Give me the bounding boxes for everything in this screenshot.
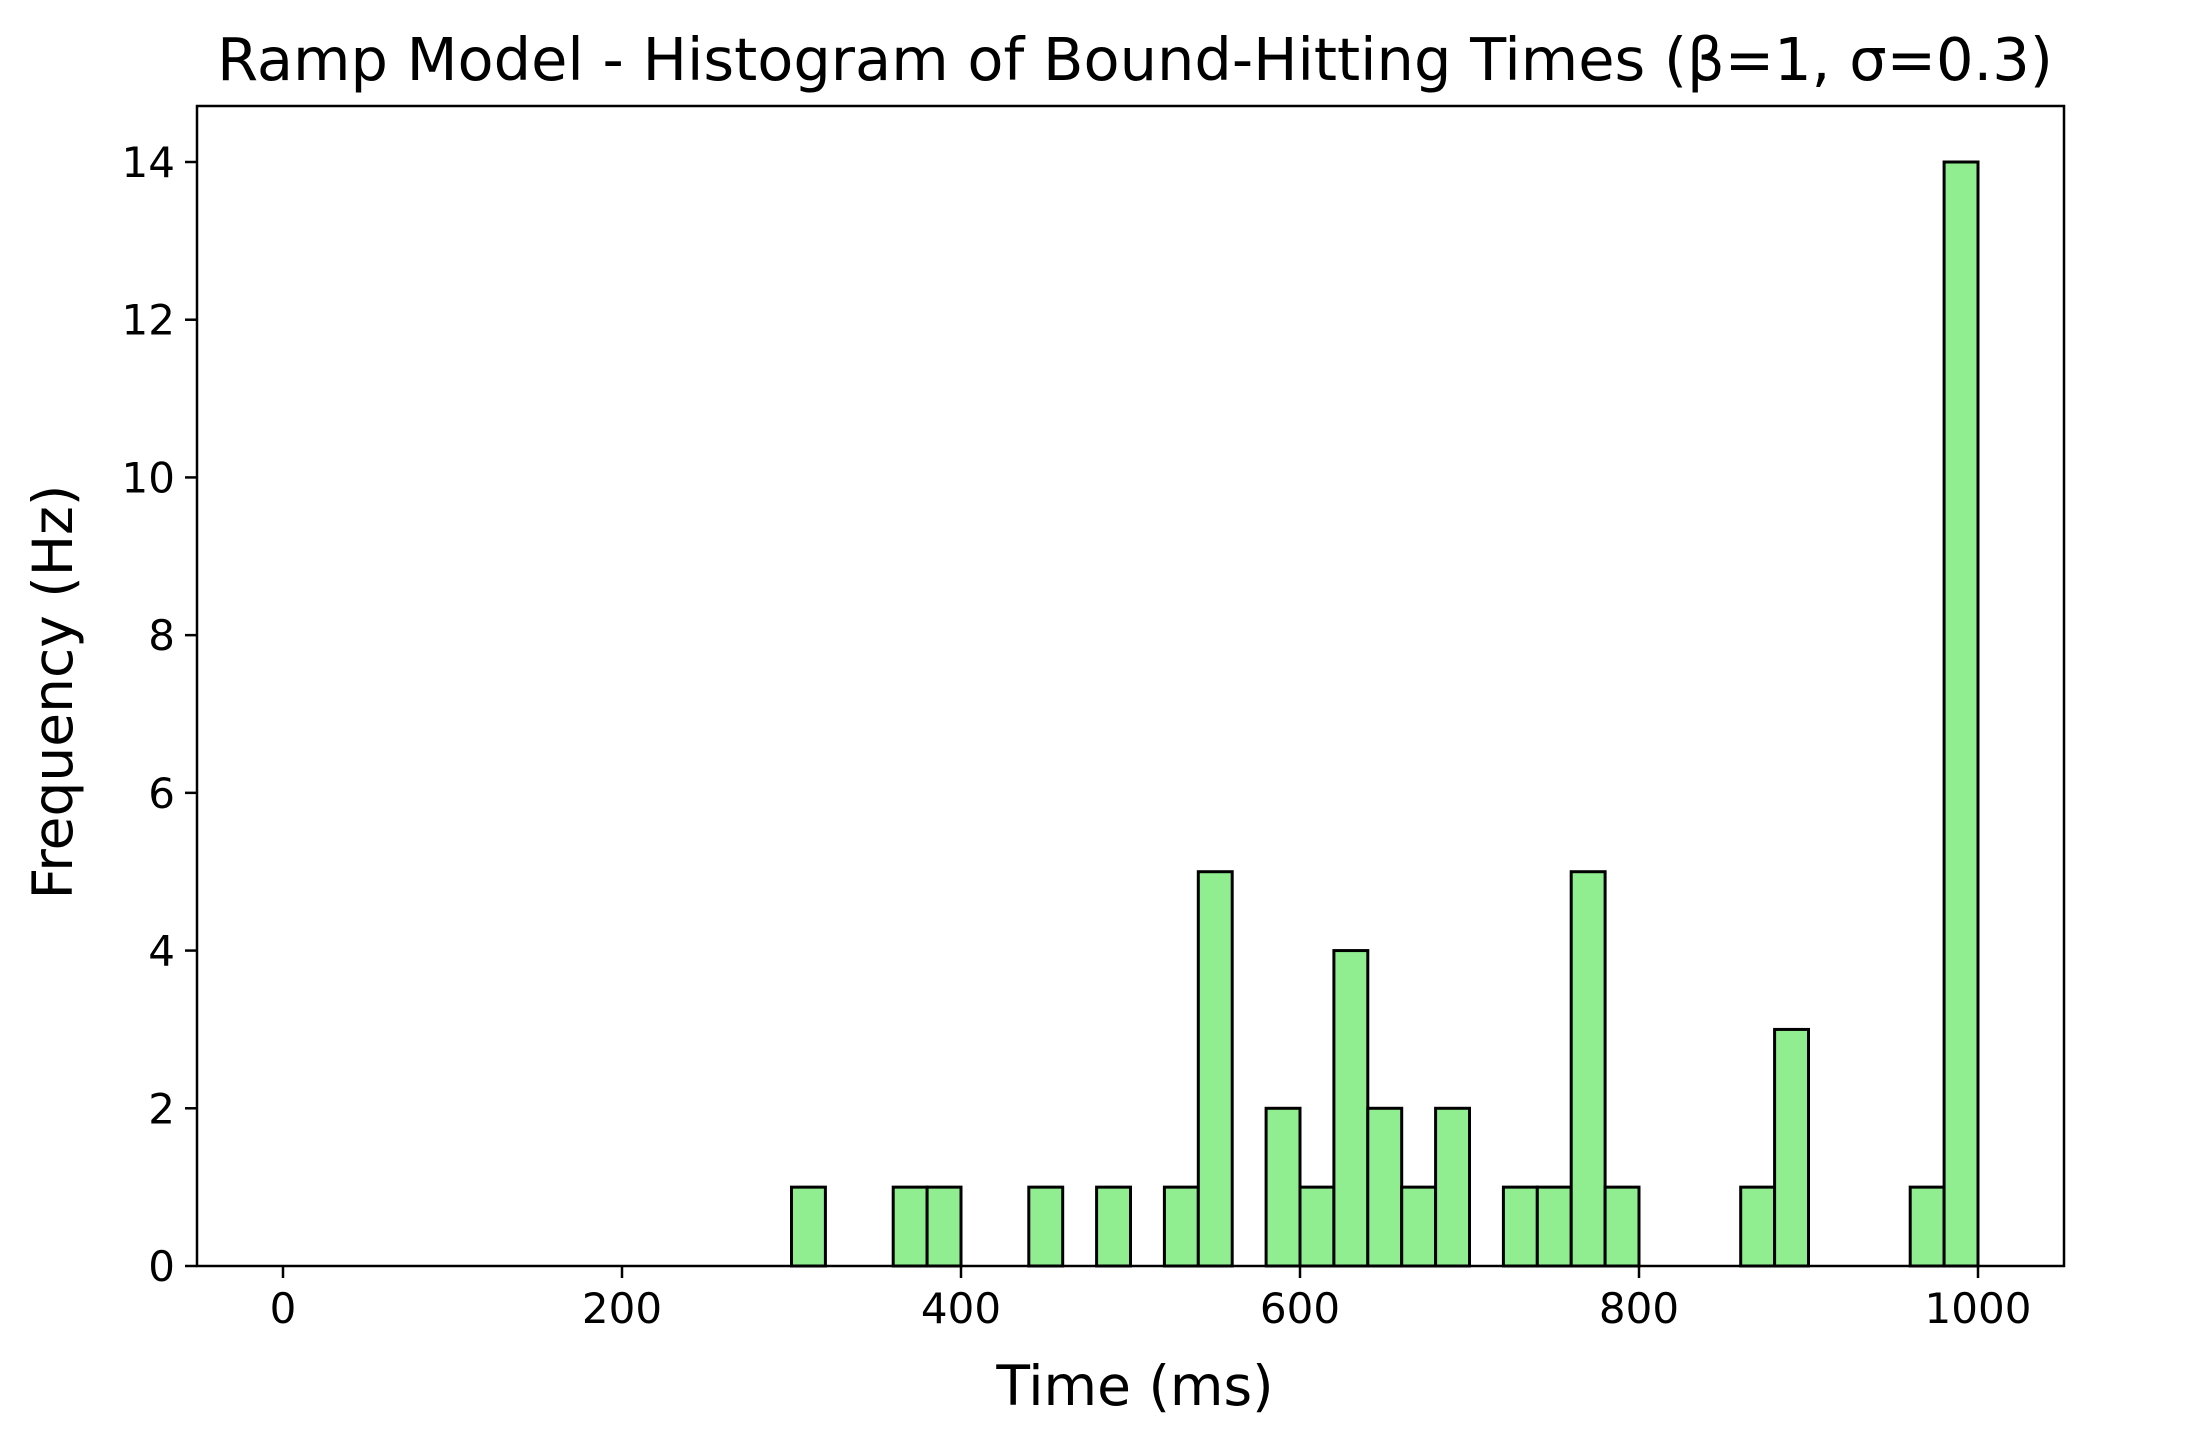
x-tick-label: 200	[582, 1284, 662, 1333]
histogram-bar	[1366, 1106, 1404, 1268]
histogram-bar	[1501, 1185, 1539, 1268]
histogram-bar	[1332, 949, 1370, 1268]
y-tick-label: 10	[122, 453, 175, 502]
histogram-bar	[1196, 870, 1234, 1268]
y-tick-label: 14	[122, 138, 175, 187]
histogram-bar	[1264, 1106, 1302, 1268]
chart-title: Ramp Model - Histogram of Bound-Hitting …	[217, 25, 2053, 94]
histogram-bar	[1095, 1185, 1132, 1268]
histogram-bar	[1535, 1185, 1573, 1268]
histogram-bar	[1773, 1027, 1810, 1268]
histogram-bar	[1603, 1185, 1641, 1268]
x-axis-label: Time (ms)	[995, 1354, 1273, 1418]
x-tick-label: 800	[1599, 1284, 1679, 1333]
histogram-bar	[1908, 1185, 1946, 1268]
y-tick-label: 12	[122, 296, 175, 345]
x-tick-label: 0	[270, 1284, 297, 1333]
histogram-bar	[1739, 1185, 1777, 1268]
x-tick-label: 400	[921, 1284, 1001, 1333]
histogram-bar	[1162, 1185, 1200, 1268]
x-tick-label: 600	[1260, 1284, 1340, 1333]
histogram-bar	[891, 1185, 929, 1268]
x-tick-label: 1000	[1925, 1284, 2032, 1333]
histogram-bar	[1942, 160, 1980, 1268]
histogram-bar	[925, 1185, 963, 1268]
histogram-bar	[1298, 1185, 1336, 1268]
bars-layer	[790, 160, 1980, 1268]
y-tick-label: 0	[148, 1242, 175, 1291]
y-tick-label: 6	[148, 769, 175, 818]
histogram-bar	[1569, 870, 1607, 1268]
x-axis-ticks: 0 200 400 600 800 1000	[270, 1266, 2032, 1333]
y-tick-label: 4	[148, 927, 175, 976]
histogram-bar	[1400, 1185, 1438, 1268]
plot-frame	[195, 104, 2066, 1268]
histogram-bar	[1027, 1185, 1065, 1268]
y-tick-label: 2	[148, 1084, 175, 1133]
y-axis-label: Frequency (Hz)	[21, 485, 85, 900]
y-axis-ticks: 0 2 4 6 8 10 12 14	[122, 138, 197, 1291]
y-tick-label: 8	[148, 611, 175, 660]
histogram-bar	[1434, 1106, 1471, 1268]
histogram-bar	[790, 1185, 827, 1268]
